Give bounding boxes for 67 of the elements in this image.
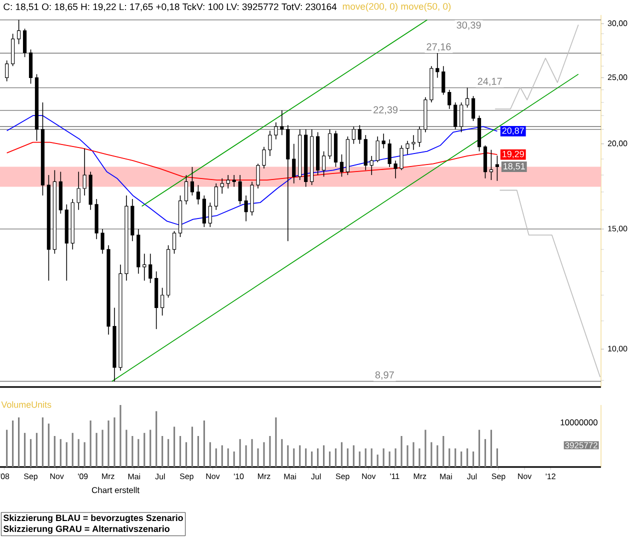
candlestick xyxy=(466,87,470,108)
candlestick xyxy=(388,139,392,168)
candlestick xyxy=(322,150,326,178)
candlestick xyxy=(418,126,422,148)
candlestick xyxy=(256,163,260,189)
candlestick xyxy=(495,155,500,182)
line-series xyxy=(6,115,498,226)
candlestick xyxy=(460,102,464,133)
candlestick xyxy=(22,28,27,58)
candlestick xyxy=(370,156,374,176)
ref-line-label: 30,39 xyxy=(456,22,481,30)
candlestick xyxy=(436,52,440,78)
candlestick xyxy=(76,171,80,210)
candlestick xyxy=(292,143,296,184)
ref-line-label: 8,97 xyxy=(375,371,394,380)
candlestick xyxy=(352,126,356,144)
ref-line-label: 22,39 xyxy=(374,106,398,115)
text: Skizzierung GRAU = Alternativszenario xyxy=(3,525,170,534)
candlestick xyxy=(220,178,224,194)
candlestick xyxy=(232,174,236,188)
candlestick xyxy=(340,154,344,178)
candlestick xyxy=(274,122,278,140)
candlestick xyxy=(184,174,188,205)
candlestick xyxy=(471,96,476,122)
ref-line-label: 27,16 xyxy=(426,43,451,52)
chart-title: VolumeUnits xyxy=(1,401,52,408)
candlestick xyxy=(400,144,404,171)
ref-line-label: 24,17 xyxy=(478,78,502,86)
candlestick xyxy=(238,174,242,205)
candlestick xyxy=(262,146,266,169)
candlestick xyxy=(190,166,194,196)
candlestick xyxy=(82,148,86,196)
chart-title: C: 18,51 O: 18,65 H: 19,22 L: 17,65 +0,18 TckV: 100 LV: 3925772 TotV: 230164 xyxy=(4,3,337,12)
line-series xyxy=(6,142,498,180)
candlestick xyxy=(489,149,494,180)
candlestick xyxy=(244,195,248,222)
data-label: 20,87 xyxy=(502,127,524,135)
candlestick xyxy=(448,89,452,110)
annotation: 10000000 xyxy=(560,419,598,426)
candlestick xyxy=(148,253,152,284)
candlestick xyxy=(442,66,446,96)
candlestick xyxy=(358,124,362,144)
candlestick xyxy=(160,287,164,316)
annotation: 3925772 xyxy=(565,442,598,448)
candlestick xyxy=(172,230,176,254)
annotation: 18,51 xyxy=(504,163,525,170)
candlestick xyxy=(394,160,398,179)
candlestick xyxy=(17,20,21,45)
candlestick xyxy=(5,60,9,82)
candlestick xyxy=(376,136,380,163)
candlestick xyxy=(208,202,212,228)
candlestick xyxy=(142,253,146,282)
candlestick xyxy=(382,133,386,149)
candlestick xyxy=(454,102,458,130)
candlestick xyxy=(328,128,332,160)
candlestick xyxy=(406,140,410,155)
candlestick xyxy=(280,110,284,136)
candlestick xyxy=(226,174,230,189)
data-label: 19,29 xyxy=(502,150,524,158)
candlestick xyxy=(214,182,218,210)
candlestick xyxy=(196,184,200,205)
candlestick xyxy=(268,130,272,156)
text: Skizzierung BLAU = bevorzugtes Szenario xyxy=(3,514,183,523)
candlestick xyxy=(412,134,416,150)
chart-subtitle: move(200, 0) move(50, 0) xyxy=(342,2,451,12)
text: Chart erstellt xyxy=(92,486,140,494)
candlestick xyxy=(100,228,104,254)
